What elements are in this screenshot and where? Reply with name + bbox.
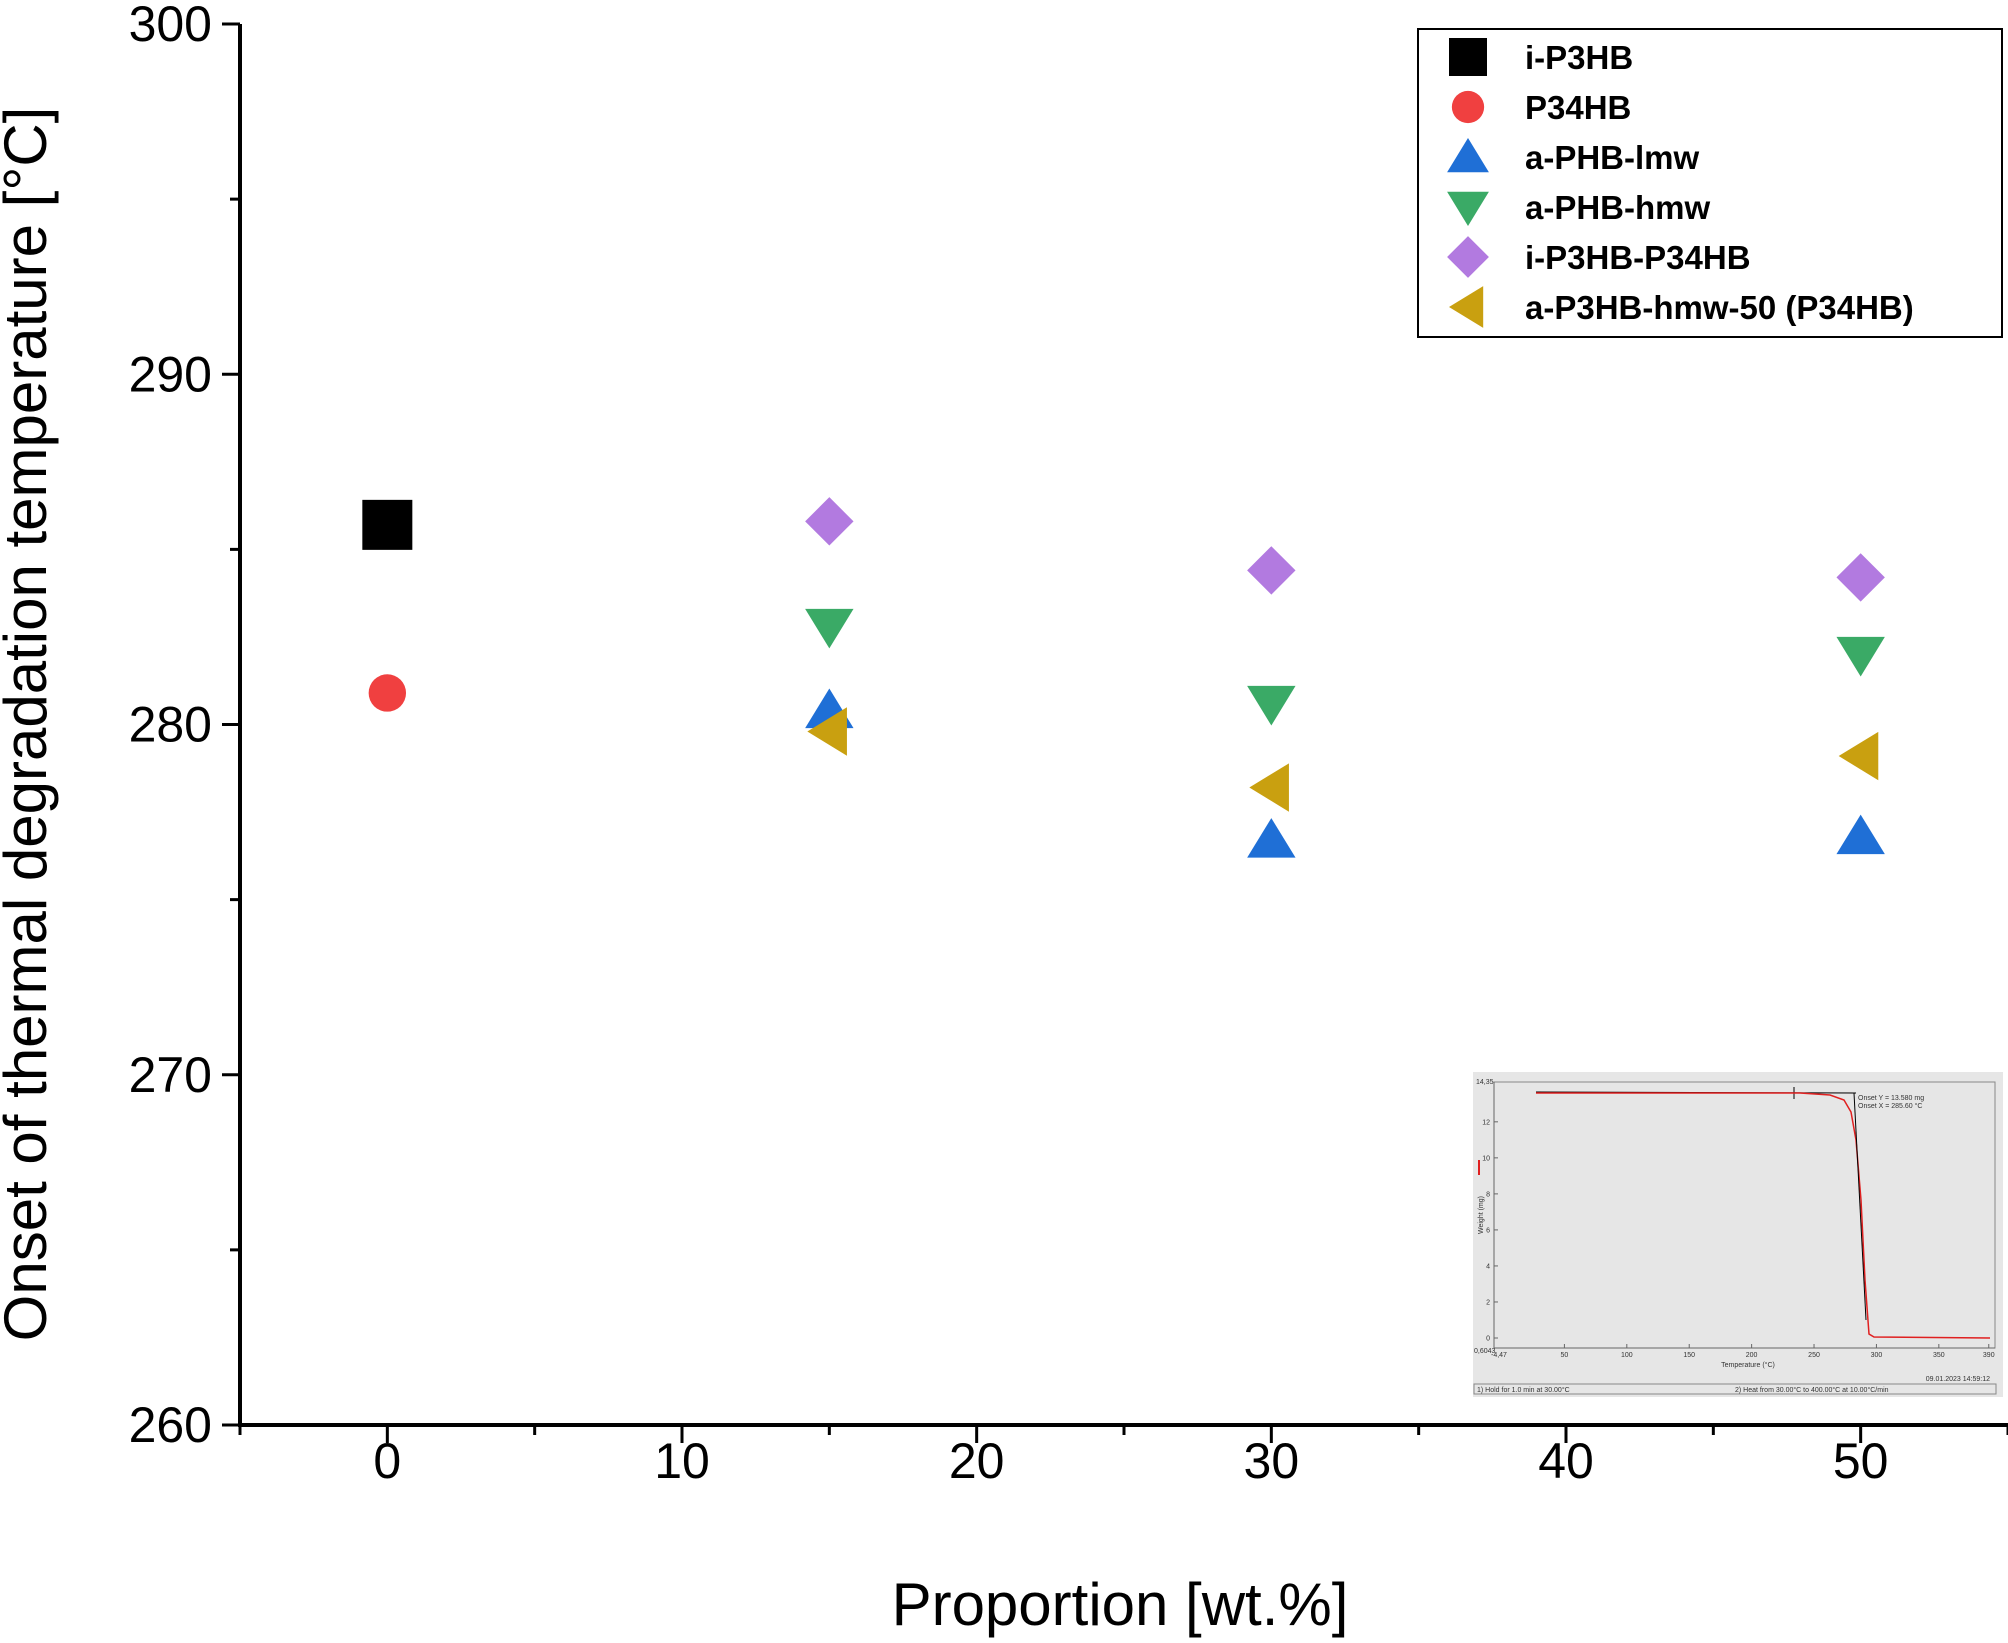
inset-x-tick-label: 300	[1871, 1352, 1883, 1359]
inset-y-tick-label: 6	[1486, 1227, 1490, 1234]
x-tick-label: 10	[654, 1433, 710, 1489]
inset-x-tick-label: 150	[1683, 1352, 1695, 1359]
data-point-a-phb-hmw	[805, 608, 854, 649]
legend-marker	[1447, 138, 1489, 173]
data-point-i-p3hb-p34hb	[1247, 546, 1296, 595]
inset-y-tick-label: 10	[1482, 1155, 1490, 1162]
data-point-i-p3hb	[362, 499, 413, 550]
legend: i-P3HB P34HB a-PHB-lmw a-PHB-hmw i-P3HB-P34H…	[1417, 28, 2003, 338]
legend-label: a-P3HB-hmw-50 (P34HB)	[1525, 289, 1914, 326]
legend-marker	[1451, 90, 1485, 124]
inset-x-tick-label: 390	[1983, 1352, 1995, 1359]
x-tick-label: 40	[1538, 1433, 1594, 1489]
inset-y-tick-label: 8	[1486, 1191, 1490, 1198]
inset-plot-area	[1493, 1081, 1996, 1349]
inset-step-1: 1) Hold for 1.0 min at 30.00°C	[1477, 1386, 1570, 1394]
x-tick-label: 20	[949, 1433, 1005, 1489]
legend-label: i-P3HB	[1525, 39, 1633, 76]
inset-onset-y: Onset Y = 13.580 mg	[1858, 1095, 1924, 1102]
data-point-p34hb	[368, 674, 407, 712]
inset-y-top: 14,35	[1476, 1079, 1494, 1086]
inset-y-label: Weight (mg)	[1478, 1196, 1485, 1234]
data-point-a-phb-hmw	[1836, 636, 1885, 677]
y-tick-label: 260	[129, 1397, 212, 1453]
inset-y-tick-label: 12	[1482, 1119, 1490, 1126]
y-axis-title: Onset of thermal degradation temperature…	[0, 107, 59, 1342]
inset-y-tick-label: 0	[1486, 1336, 1490, 1343]
y-axis-ticks: 260 270 280 290 300	[129, 0, 240, 1453]
legend-label: a-PHB-lmw	[1525, 139, 1700, 176]
inset-x-ticks: 50 100 150 200 250 300 350 390	[1561, 1344, 1995, 1359]
inset-y-tick-label: 2	[1486, 1299, 1490, 1306]
inset-x-tick-label: 250	[1808, 1352, 1820, 1359]
legend-marker	[1449, 38, 1487, 76]
inset-x-tick-label: 350	[1933, 1352, 1945, 1359]
inset-x-tick-label: 200	[1746, 1352, 1758, 1359]
legend-marker	[1449, 286, 1484, 328]
data-point-a-phb-lmw	[1247, 818, 1296, 858]
inset-x-label: Temperature (°C)	[1721, 1361, 1775, 1369]
inset-x-left: -4,47	[1491, 1352, 1507, 1359]
inset-x-tick-label: 50	[1561, 1352, 1569, 1359]
data-point-a-p3hb-hmw-50-p34hb	[807, 707, 847, 756]
y-tick-label: 280	[129, 697, 212, 753]
y-tick-label: 270	[129, 1047, 212, 1103]
inset-y-ticks: 12 10 8 6 4 2 0	[1482, 1119, 1498, 1343]
legend-box	[1417, 28, 2003, 338]
legend-label: P34HB	[1525, 89, 1631, 126]
data-point-i-p3hb-p34hb	[805, 497, 854, 546]
inset-step-2: 2) Heat from 30.00°C to 400.00°C at 10.0…	[1735, 1386, 1889, 1394]
inset-method-bar	[1473, 1383, 1997, 1395]
inset-timestamp: 09.01.2023 14:59:12	[1926, 1376, 1990, 1383]
data-points	[362, 497, 1885, 858]
inset-y-bottom: 0,6043	[1474, 1348, 1496, 1355]
data-point-a-p3hb-hmw-50-p34hb	[1838, 731, 1879, 781]
inset-y-tick-label: 4	[1486, 1263, 1490, 1270]
legend-label: a-PHB-hmw	[1525, 189, 1711, 226]
inset-tangent-line	[1853, 1092, 1867, 1321]
data-point-a-p3hb-hmw-50-p34hb	[1249, 763, 1289, 812]
x-tick-label: 30	[1244, 1433, 1300, 1489]
inset-tga-plot: 14,35 0,6043 -4,47 12 10 8 6 4 2 0 50 100 150 200…	[1473, 1072, 2003, 1397]
x-tick-label: 50	[1833, 1433, 1889, 1489]
x-axis-title: Proportion [wt.%]	[892, 1571, 1349, 1638]
y-tick-label: 290	[129, 346, 212, 402]
y-tick-label: 300	[129, 0, 212, 52]
data-point-a-phb-hmw	[1247, 685, 1296, 726]
legend-label: i-P3HB-P34HB	[1525, 239, 1751, 276]
x-tick-label: 0	[373, 1433, 401, 1489]
data-point-i-p3hb-p34hb	[1836, 553, 1885, 602]
inset-x-tick-label: 100	[1621, 1352, 1633, 1359]
data-point-a-phb-lmw	[1836, 814, 1885, 855]
inset-onset-x: Onset X = 285.60 °C	[1858, 1102, 1922, 1110]
legend-marker	[1447, 236, 1489, 278]
x-axis-ticks: 0 10 20 30 40 50	[238, 1425, 2008, 1489]
legend-marker	[1447, 191, 1489, 226]
